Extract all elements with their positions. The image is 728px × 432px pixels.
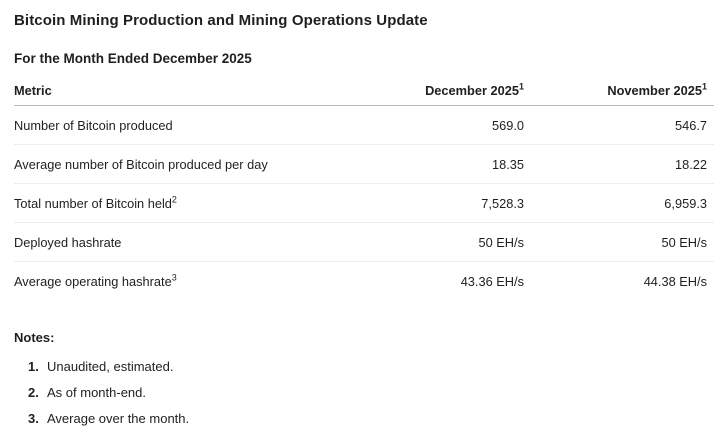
metric-label: Total number of Bitcoin held [14,195,172,211]
column-header-metric: Metric [14,83,324,106]
note-number: 2. [28,384,39,400]
table-header-row: Metric December 20251 November 20251 [14,81,714,106]
table-row: Average number of Bitcoin produced per d… [14,144,714,184]
note-number: 3. [28,410,39,426]
table-row: Number of Bitcoin produced 569.0 546.7 [14,105,714,145]
table-row: Deployed hashrate 50 EH/s 50 EH/s [14,222,714,262]
december-value-cell: 50 EH/s [324,222,524,262]
november-value-cell: 18.22 [524,144,714,184]
november-value-cell: 6,959.3 [524,183,714,223]
metric-label: Average operating hashrate [14,273,172,289]
november-value-cell: 44.38 EH/s [643,273,707,289]
note-text: Unaudited, estimated. [47,358,174,374]
footnote-marker: 2 [171,194,177,205]
metric-cell: Number of Bitcoin produced [14,105,324,145]
column-header-label: December 2025 [425,83,519,98]
column-header-label: Metric [14,83,52,98]
note-item: 3. Average over the month. [28,411,714,432]
table-row: Total number of Bitcoin held2 7,528.3 6,… [14,183,714,223]
notes-heading: Notes: [14,329,55,345]
metric-cell: Deployed hashrate [14,222,324,262]
december-value-cell: 43.36 EH/s [460,273,524,289]
footnote-marker: 1 [701,81,707,92]
note-text: As of month-end. [47,384,146,400]
note-number: 1. [28,358,39,374]
notes-section: Notes: 1. Unaudited, estimated. 2. As of… [14,330,714,432]
column-header-december: December 20251 [324,81,524,106]
page-subtitle: For the Month Ended December 2025 [14,51,252,66]
footnote-marker: 1 [518,81,524,92]
metric-label: Number of Bitcoin produced [14,117,173,133]
metrics-table: Metric December 20251 November 20251 Num… [14,81,714,301]
december-value-cell: 7,528.3 [324,183,524,223]
metric-cell: Average operating hashrate3 [14,262,324,301]
november-value-cell: 546.7 [524,105,714,145]
note-item: 1. Unaudited, estimated. [28,359,714,385]
note-text: Average over the month. [47,410,190,426]
metric-label: Deployed hashrate [14,234,122,250]
footnote-marker: 3 [171,272,177,283]
column-header-label: November 2025 [607,83,702,98]
december-value-cell: 569.0 [324,105,524,145]
column-header-november: November 20251 [524,81,714,106]
metric-label: Average number of Bitcoin produced per d… [14,156,268,172]
page-title: Bitcoin Mining Production and Mining Ope… [14,12,428,29]
note-item: 2. As of month-end. [28,385,714,411]
table-row: Average operating hashrate3 43.36 EH/s 4… [14,262,714,301]
metric-cell: Average number of Bitcoin produced per d… [14,144,324,184]
december-value-cell: 18.35 [324,144,524,184]
november-value-cell: 50 EH/s [524,222,714,262]
metric-cell: Total number of Bitcoin held2 [14,183,324,223]
